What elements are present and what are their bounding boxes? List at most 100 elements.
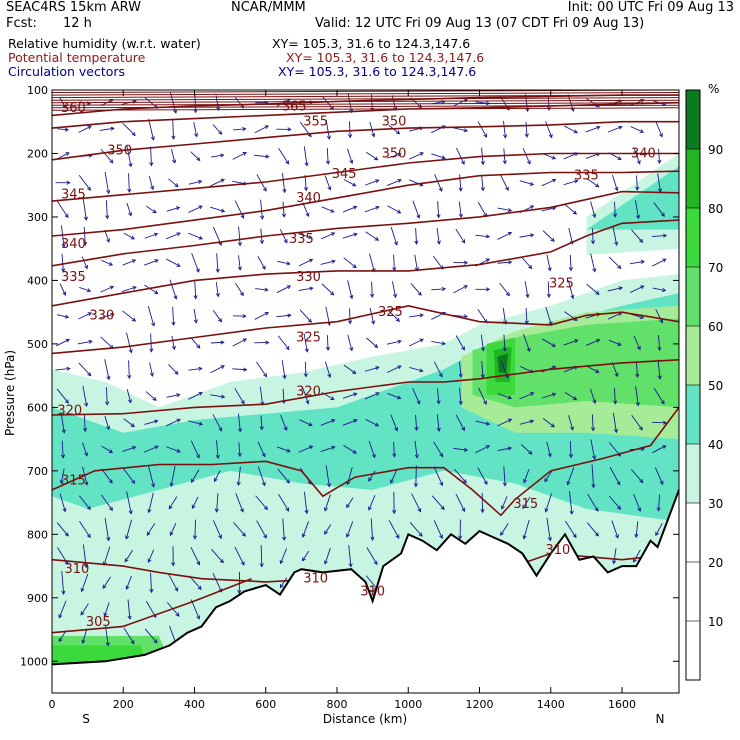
vector-shaft [412,200,420,219]
theta-contour-label: 310 [545,543,570,558]
vector-shaft [325,465,330,487]
vector-head [327,186,332,191]
vector-shaft [542,418,555,428]
vector-head [58,637,63,643]
vector-shaft [168,573,179,592]
vector-shaft [324,175,331,190]
vector-shaft [282,518,285,541]
y-tick-label: 400 [27,274,48,287]
vector-arrow [564,391,578,401]
vector-arrow [166,446,181,453]
vector-shaft [320,446,335,453]
theta-contour-label: 330 [296,270,321,285]
vector-shaft [433,256,444,270]
vector-shaft [501,496,508,510]
vector-head [308,258,314,263]
colorbar: 10 20 30 40 50 60 70 80 90% [685,82,723,681]
vector-head [662,233,668,238]
vector-arrow [455,414,465,432]
y-tick-label: 800 [27,528,48,541]
vector-shaft [147,464,155,487]
vector-head [236,481,241,487]
vector-head [305,400,310,405]
vector-shaft [523,519,530,539]
vector-head [220,208,226,213]
vector-head [218,534,222,540]
vector-shaft [172,119,174,139]
vector-head [416,214,421,219]
vector-arrow [568,441,574,459]
vector-arrow [368,495,376,511]
theta-contour-340 [52,170,679,237]
x-end-label-south: S [82,712,90,726]
vector-arrow [657,148,662,165]
vector-shaft [232,152,247,160]
vector-head [436,214,441,219]
vector-head [591,427,596,432]
vector-shaft [212,309,222,322]
vector-arrow [122,310,137,322]
colorbar-band [686,149,700,208]
vector-shaft [147,306,155,326]
vector-head [215,292,220,298]
vector-head [502,482,507,487]
vector-shaft [366,547,378,565]
vector-shaft [56,314,69,318]
vector-arrow [409,367,424,373]
vector-head [264,311,270,316]
vector-head [544,478,549,483]
vector-head [308,445,314,450]
vector-head [125,535,130,540]
field-label-theta: Potential temperature [8,50,146,65]
theta-contour-label: 335 [574,169,599,184]
vector-head [83,216,88,221]
vector-head [660,400,665,405]
vector-arrow [103,602,110,617]
vector-head [614,241,619,247]
vector-shaft [545,121,553,138]
theta-contour-label: 365 [282,100,307,115]
vector-shaft [633,335,641,350]
vector-head [657,159,662,165]
vector-shaft [188,575,202,590]
vector-shaft [563,339,578,346]
vector-shaft [122,446,136,452]
vector-arrow [105,387,110,406]
vector-head [128,212,133,217]
vector-shaft [371,281,373,298]
vector-shaft [233,522,246,537]
y-tick-label: 100 [27,84,48,97]
vector-shaft [586,283,600,295]
vector-arrow [433,466,444,487]
vector-shaft [500,174,509,191]
vector-shaft [433,361,443,377]
field-xy-rh: XY= 105.3, 31.6 to 124.3,147.6 [272,36,471,51]
vector-shaft [100,286,114,293]
vector-arrow [546,254,552,272]
vector-shaft [61,440,64,458]
vector-shaft [433,441,444,457]
vector-arrow [193,309,198,324]
vector-head [330,291,335,296]
vector-head [526,347,531,353]
vector-head [659,480,664,486]
vector-head [352,370,357,375]
vector-shaft [591,414,594,431]
vector-head [220,178,225,183]
vector-shaft [190,440,200,459]
vector-arrow [169,465,176,488]
vector-arrow [392,281,398,299]
vector-arrow [320,445,336,453]
vector-head [198,391,203,396]
vector-shaft [342,419,357,426]
vector-shaft [519,392,534,400]
rh-region-60 [472,318,679,408]
vector-arrow [166,393,181,398]
vector-shaft [567,280,574,299]
vector-head [283,426,288,431]
vector-shaft [169,523,177,536]
vector-arrow [166,258,181,267]
vector-shaft [390,414,398,431]
vector-arrow [188,575,202,590]
